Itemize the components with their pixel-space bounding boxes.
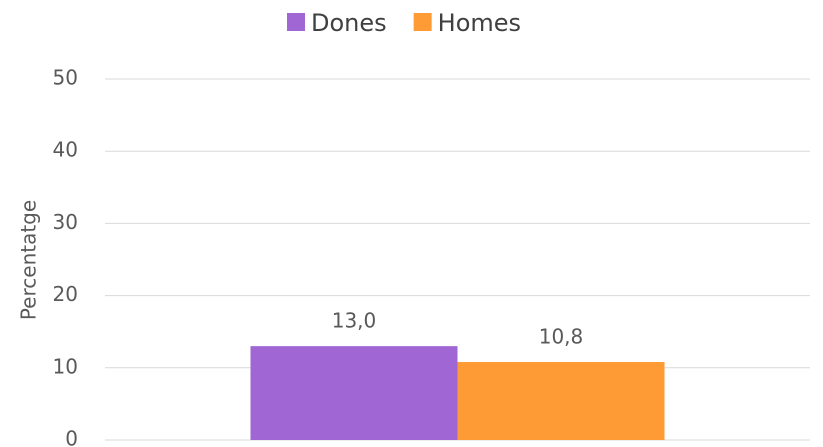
y-tick-label: 50: [53, 66, 78, 90]
y-axis-label: Percentatge: [17, 200, 41, 320]
y-tick-label: 10: [53, 354, 78, 378]
value-label: 13,0: [332, 309, 377, 333]
y-tick-label: 40: [53, 138, 78, 162]
value-label: 10,8: [539, 325, 584, 349]
y-tick-label: 0: [65, 427, 78, 447]
legend-swatch: [413, 13, 432, 31]
legend-swatch: [287, 13, 305, 31]
legend-label: Homes: [438, 9, 521, 37]
bar: [457, 362, 665, 440]
y-tick-label: 20: [53, 282, 78, 306]
legend-label: Dones: [311, 9, 387, 37]
y-tick-label: 30: [53, 210, 78, 234]
bar: [250, 346, 458, 440]
